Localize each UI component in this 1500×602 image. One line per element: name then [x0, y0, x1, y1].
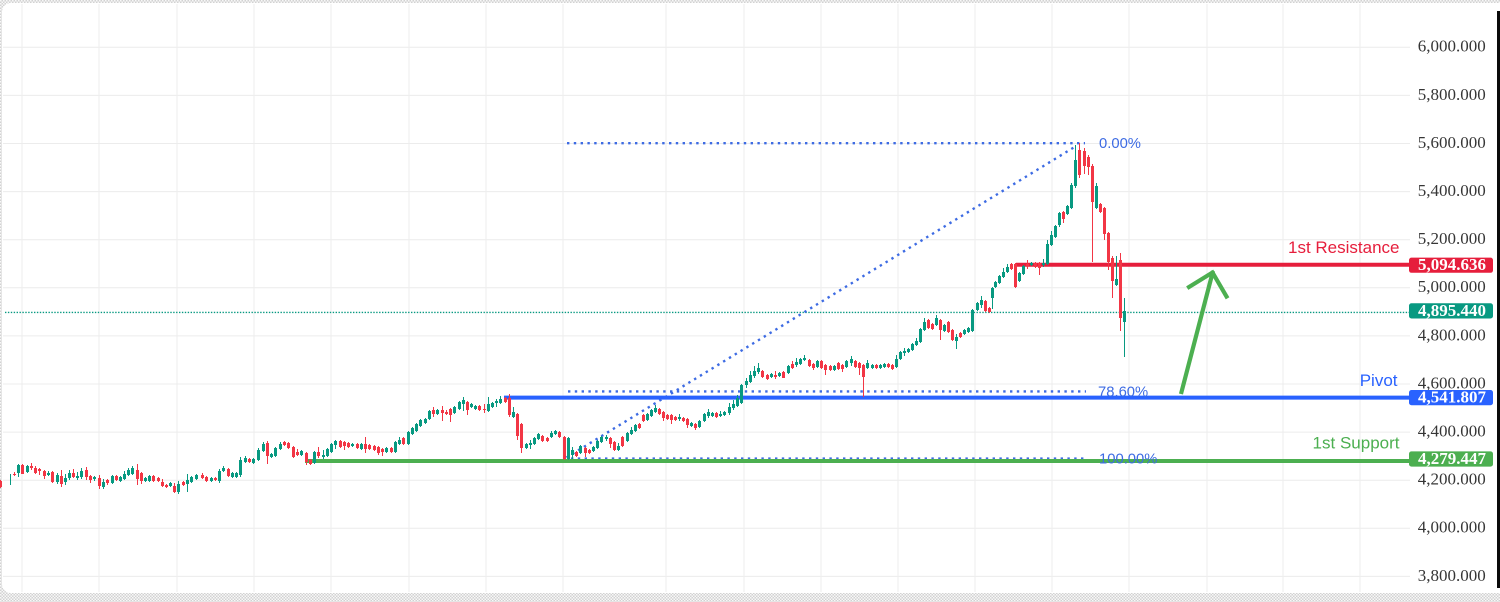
svg-text:4,000.000: 4,000.000 [1418, 518, 1486, 537]
svg-text:Pivot: Pivot [1360, 371, 1398, 390]
svg-text:5,200.000: 5,200.000 [1418, 229, 1486, 248]
svg-text:4,800.000: 4,800.000 [1418, 325, 1486, 344]
svg-text:4,600.000: 4,600.000 [1418, 373, 1486, 392]
svg-text:100.00%: 100.00% [1099, 452, 1157, 468]
svg-text:78.60%: 78.60% [1098, 385, 1148, 401]
svg-text:3,800.000: 3,800.000 [1418, 566, 1486, 585]
svg-text:5,400.000: 5,400.000 [1418, 181, 1486, 200]
svg-text:0.00%: 0.00% [1099, 136, 1141, 152]
svg-text:6,000.000: 6,000.000 [1418, 37, 1486, 56]
svg-text:5,600.000: 5,600.000 [1418, 133, 1486, 152]
svg-text:4,400.000: 4,400.000 [1418, 422, 1486, 441]
svg-text:4,895.440: 4,895.440 [1418, 301, 1486, 320]
svg-text:1st Support: 1st Support [1313, 434, 1400, 453]
svg-text:1st Resistance: 1st Resistance [1288, 238, 1400, 257]
svg-text:4,279.447: 4,279.447 [1418, 449, 1487, 468]
svg-text:4,541.807: 4,541.807 [1418, 388, 1487, 407]
svg-text:5,000.000: 5,000.000 [1418, 277, 1486, 296]
svg-text:5,800.000: 5,800.000 [1418, 85, 1486, 104]
svg-text:5,094.636: 5,094.636 [1418, 255, 1486, 274]
svg-text:4,200.000: 4,200.000 [1418, 470, 1486, 489]
